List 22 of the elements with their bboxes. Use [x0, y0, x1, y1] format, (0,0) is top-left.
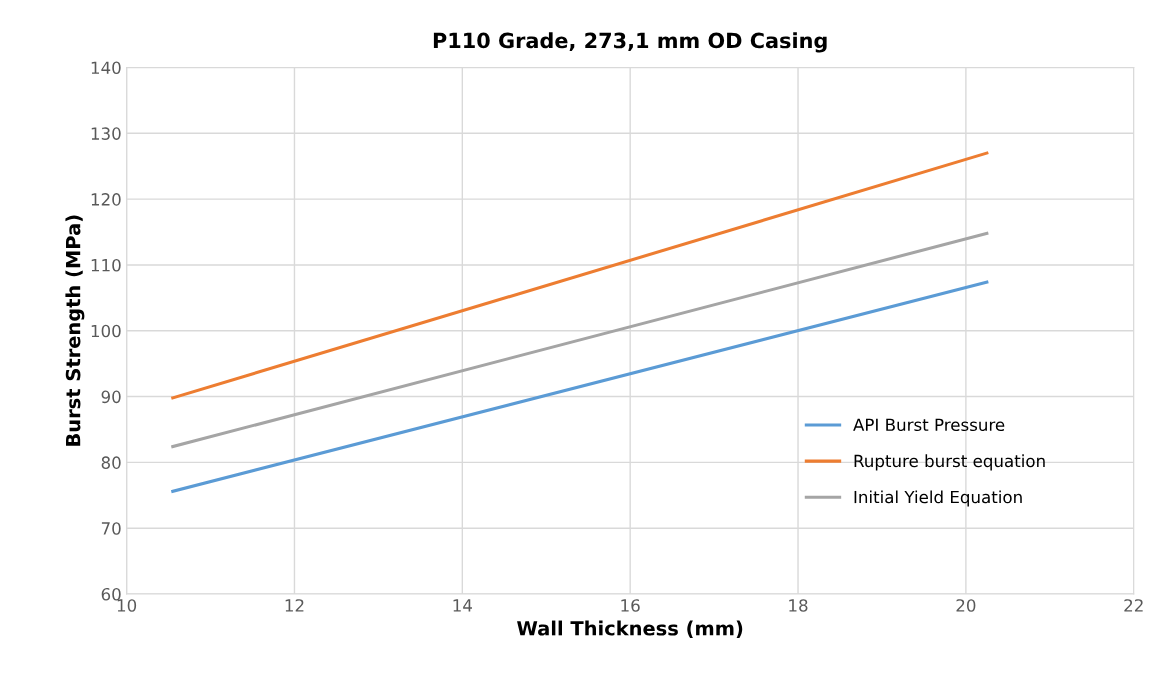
- y-tick-label: 130: [91, 127, 121, 140]
- y-tick-label: 90: [101, 390, 121, 404]
- x-tick-label: 14: [453, 599, 472, 612]
- x-tick-label: 22: [1124, 599, 1143, 612]
- x-tick-label: 20: [956, 599, 976, 612]
- legend-label: Initial Yield Equation: [854, 490, 1022, 507]
- x-tick-label: 10: [117, 599, 137, 612]
- y-tick-label: 60: [101, 587, 121, 601]
- legend-label: API Burst Pressure: [853, 418, 1005, 432]
- x-axis-title: Wall Thickness (mm): [517, 620, 743, 638]
- y-tick-label: 120: [91, 193, 121, 206]
- x-tick-label: 12: [285, 599, 304, 612]
- y-tick-label: 140: [91, 61, 121, 75]
- y-tick-label: 70: [101, 522, 121, 535]
- legend-label: Rupture burst equation: [854, 454, 1045, 471]
- chart-title: P110 Grade, 273,1 mm OD Casing: [433, 32, 827, 53]
- y-tick-label: 80: [101, 456, 121, 469]
- y-tick-label: 100: [91, 324, 121, 338]
- x-tick-label: 16: [621, 599, 640, 612]
- y-axis-title: Burst Strength (MPa): [65, 215, 85, 446]
- x-tick-label: 18: [789, 599, 808, 612]
- y-tick-label: 110: [91, 258, 121, 272]
